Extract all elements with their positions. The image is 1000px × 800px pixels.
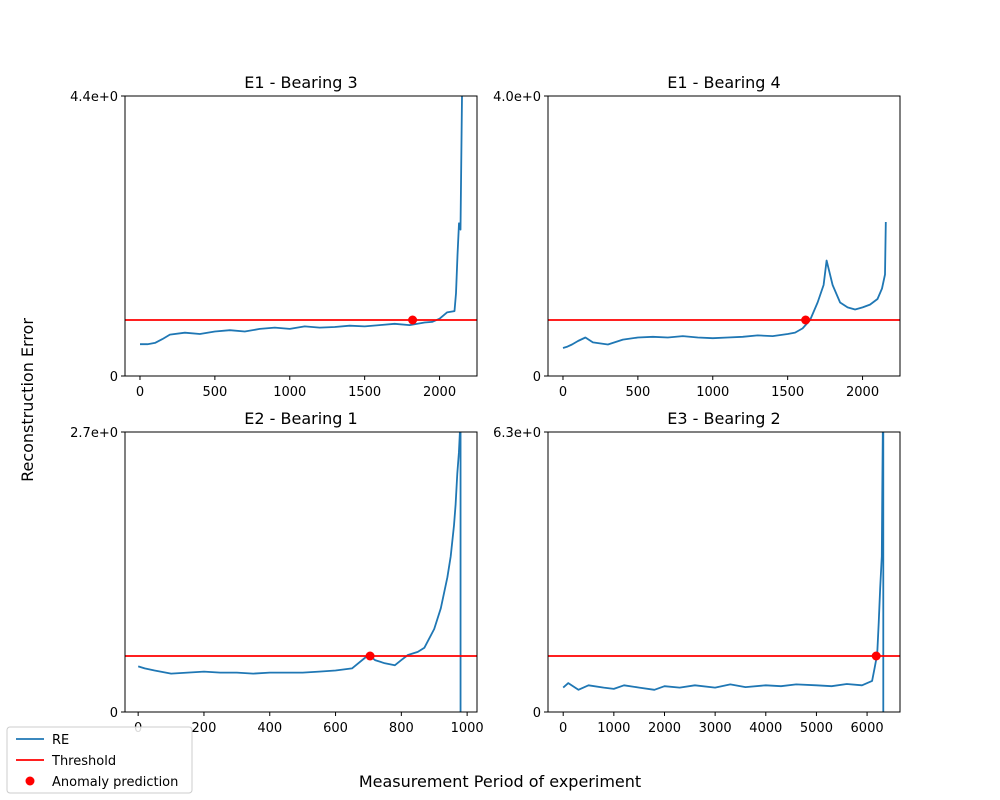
y-tick-label: 6.3e+0 — [493, 426, 541, 441]
x-tick-label: 1000 — [696, 385, 729, 400]
x-tick-label: 5000 — [800, 721, 833, 736]
y-tick-label: 0 — [110, 706, 118, 721]
re-series-line — [562, 221, 887, 349]
subplot-2: E1 - Bearing 4 0 500 1000 1500 2000 0 4.0e+0 — [493, 73, 901, 400]
subplot-title: E1 - Bearing 4 — [667, 73, 780, 92]
y-tick-label: 4.0e+0 — [493, 90, 541, 105]
x-tick-label: 400 — [257, 721, 282, 736]
x-tick-label: 1000 — [451, 721, 484, 736]
legend-item: Anomaly prediction — [25, 775, 178, 790]
x-tick-label: 6000 — [851, 721, 884, 736]
legend: RE Threshold Anomaly prediction — [6, 726, 193, 794]
x-tick-label: 500 — [625, 385, 650, 400]
x-tick-label: 2000 — [648, 721, 681, 736]
x-tick-label: 600 — [323, 721, 348, 736]
subplot-4: E3 - Bearing 2 0 1000 2000 3000 4000 5000 6000 0… — [493, 409, 901, 736]
subplot-1: E1 - Bearing 3 0 500 1000 1500 2000 0 4.4e+0 — [70, 73, 478, 400]
x-tick-label: 0 — [136, 385, 144, 400]
axes-frame — [547, 95, 901, 377]
figure-ylabel: Reconstruction Error — [18, 318, 37, 482]
x-tick-label: 0 — [559, 385, 567, 400]
x-tick-label: 1500 — [771, 385, 804, 400]
y-tick-label: 0 — [110, 370, 118, 385]
axes-frame — [124, 431, 478, 713]
subplot-3: E2 - Bearing 10200400600800100002.7e+0 — [70, 409, 484, 736]
x-tick-label: 4000 — [749, 721, 782, 736]
legend-label: Threshold — [51, 754, 116, 769]
legend-marker-swatch — [25, 776, 35, 786]
x-tick-label: 500 — [202, 385, 227, 400]
x-tick-label: 2000 — [423, 385, 456, 400]
y-tick-label: 4.4e+0 — [70, 90, 118, 105]
legend-item: RE — [16, 733, 69, 748]
re-series-line — [140, 96, 463, 346]
re-series-line — [562, 432, 884, 691]
x-tick-label: 1500 — [348, 385, 381, 400]
x-tick-label: 3000 — [699, 721, 732, 736]
x-tick-label: 2000 — [846, 385, 879, 400]
x-tick-label: 200 — [192, 721, 217, 736]
subplot-title: E1 - Bearing 3 — [244, 73, 357, 92]
x-tick-label: 1000 — [273, 385, 306, 400]
x-tick-label: 1000 — [597, 721, 630, 736]
anomaly-prediction-marker — [801, 315, 811, 325]
legend-label: RE — [52, 733, 69, 748]
axes-frame — [124, 95, 478, 377]
plot-area — [548, 221, 900, 349]
subplot-title: E3 - Bearing 2 — [667, 409, 780, 428]
re-series-line — [137, 432, 461, 675]
anomaly-prediction-marker — [871, 651, 881, 661]
y-tick-label: 0 — [533, 706, 541, 721]
y-tick-label: 2.7e+0 — [70, 426, 118, 441]
legend-label: Anomaly prediction — [52, 775, 178, 790]
legend-box — [6, 726, 193, 794]
axes-frame — [547, 431, 901, 713]
subplot-title: E2 - Bearing 1 — [244, 409, 357, 428]
x-tick-label: 800 — [389, 721, 414, 736]
subplots: E1 - Bearing 30 500 1000 1500 200004.4e+0E1 … — [70, 73, 901, 736]
x-tick-label: 0 — [559, 721, 567, 736]
anomaly-prediction-marker — [408, 315, 418, 325]
figure-xlabel: Measurement Period of experiment — [359, 772, 641, 791]
plot-area — [125, 96, 477, 346]
y-tick-label: 0 — [533, 370, 541, 385]
plot-area — [125, 432, 477, 712]
plot-area — [548, 432, 900, 712]
legend-item: Threshold — [16, 754, 116, 769]
anomaly-prediction-marker — [365, 651, 375, 661]
